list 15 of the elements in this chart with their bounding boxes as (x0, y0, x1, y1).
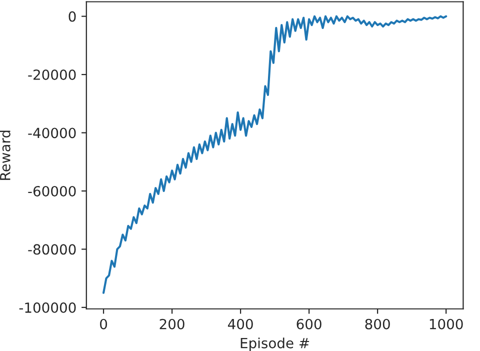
x-tick-label: 0 (100, 318, 108, 330)
y-tick-label: -80000 (28, 244, 76, 255)
y-tick-label: -20000 (28, 70, 76, 80)
x-tick-label: 200 (160, 318, 184, 330)
line-series (102, 15, 448, 294)
y-tick-label: -60000 (28, 186, 76, 196)
x-tick-label: 800 (365, 318, 390, 330)
y-axis-title: Reward (0, 130, 10, 180)
x-axis-title: Episode # (240, 338, 310, 351)
x-tick-label: 600 (296, 318, 322, 330)
x-tick-label: 400 (228, 318, 253, 330)
y-tick-label: -40000 (28, 128, 76, 138)
x-tick-label: 1000 (430, 318, 463, 330)
y-tick-label: 0 (68, 11, 76, 22)
y-tick-label: -100000 (19, 302, 76, 313)
